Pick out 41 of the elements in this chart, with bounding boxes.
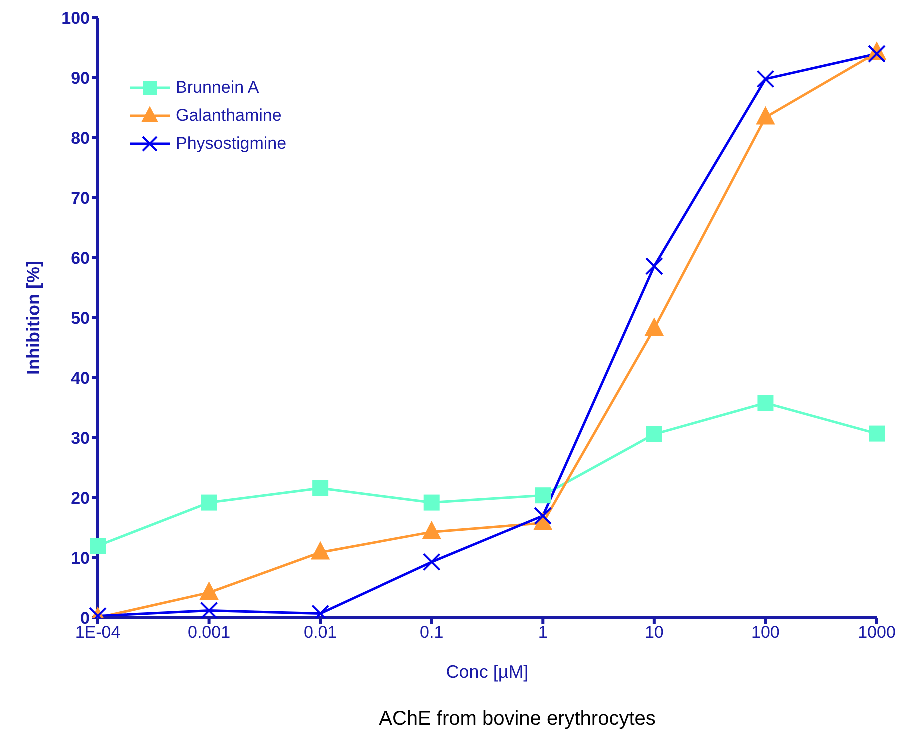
point	[534, 507, 552, 525]
y-tick-label: 30	[71, 429, 90, 448]
y-tick-label: 60	[71, 249, 90, 268]
point	[645, 257, 664, 276]
x-tick-label: 0.01	[304, 623, 338, 642]
y-tick-label: 50	[71, 309, 90, 328]
point	[646, 426, 662, 442]
y-axis-title: Inhibition [%]	[23, 261, 44, 375]
y-tick-label: 90	[71, 69, 90, 88]
point	[868, 45, 886, 63]
x-tick-label: 1	[538, 623, 548, 642]
point	[200, 602, 218, 618]
point	[535, 488, 552, 504]
y-tick-label: 10	[71, 549, 90, 568]
legend-label: Galanthamine	[176, 106, 282, 126]
x-tick-label: 1000	[858, 623, 896, 642]
x-tick-label: 10	[644, 623, 664, 642]
point	[90, 538, 106, 554]
point	[201, 494, 218, 511]
point	[758, 395, 774, 412]
y-tick-label: 100	[62, 9, 90, 28]
x-tick-label: 100	[752, 623, 780, 642]
point	[422, 553, 441, 572]
legend-label: Brunnein A	[176, 78, 260, 98]
legend-label: Physostigmine	[176, 134, 287, 154]
y-tick-label: 80	[71, 129, 90, 148]
x-axis-title: Conc [µM]	[446, 662, 529, 682]
text: AChE from bovine erythrocytes	[378, 708, 657, 731]
y-tick-label: 40	[71, 369, 90, 388]
point	[424, 494, 440, 511]
y-tick-label: 20	[71, 489, 90, 508]
x-tick-label: 0.1	[420, 623, 444, 642]
y-tick-label: 70	[71, 189, 90, 208]
point	[422, 521, 442, 540]
point	[310, 541, 330, 560]
point	[756, 70, 775, 88]
x-tick-label: 1E-04	[75, 623, 121, 642]
point	[200, 582, 219, 600]
point	[312, 480, 329, 496]
point	[869, 426, 885, 442]
x-tick-label: 0.001	[188, 623, 231, 642]
